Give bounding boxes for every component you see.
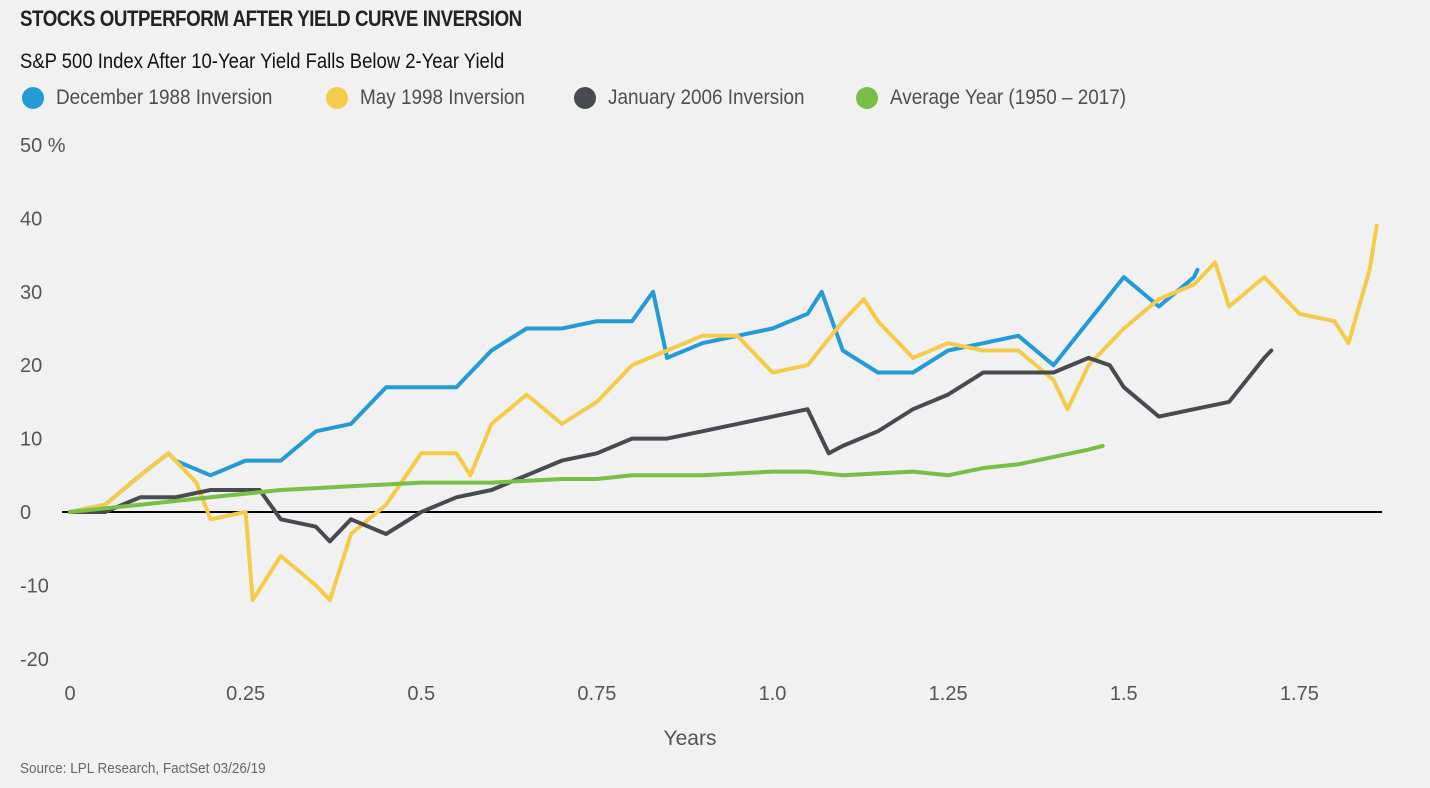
legend: December 1988 Inversion May 1998 Inversi… [22,86,1182,110]
legend-dot-icon [326,87,349,109]
y-tick-label: 20 [20,355,42,377]
chart-title: STOCKS OUTPERFORM AFTER YIELD CURVE INVE… [20,6,522,31]
y-tick-label: 40 [20,208,42,230]
y-tick-label: 50 % [20,135,66,157]
y-tick-label: -10 [20,575,49,597]
y-tick-label: 10 [20,429,42,451]
chart-subtitle: S&P 500 Index After 10-Year Yield Falls … [20,50,505,73]
y-tick-label: 30 [20,282,42,304]
legend-dot-icon [573,87,596,109]
x-tick-label: 1.5 [1110,683,1138,705]
x-axis-ticks: 0 0.25 0.5 0.75 1.0 1.25 1.5 1.75 [64,683,1318,705]
legend-dot-icon [22,87,44,109]
y-axis-ticks: 50 % 40 30 20 10 0 -10 -20 [20,135,66,671]
legend-label: May 1998 Inversion [360,86,526,109]
x-tick-label: 0 [64,683,75,705]
legend-item-jan-2006: January 2006 Inversion [573,86,826,110]
y-tick-label: 0 [20,502,31,524]
legend-dot-icon [856,87,879,109]
x-tick-label: 0.5 [407,683,435,705]
x-tick-label: 1.0 [759,683,787,705]
x-tick-label: 1.75 [1280,683,1319,705]
x-tick-label: 1.25 [929,683,968,705]
legend-label: Average Year (1950 – 2017) [890,86,1127,109]
x-tick-label: 0.25 [226,683,265,705]
x-tick-label: 0.75 [577,683,616,705]
legend-label: December 1988 Inversion [56,86,273,109]
series-lines [68,223,1379,603]
legend-label: January 2006 Inversion [607,86,805,109]
y-tick-label: -20 [20,649,49,671]
legend-item-dec-1988: December 1988 Inversion [22,86,296,110]
series-line-0 [68,267,1200,514]
x-axis-label: Years [664,727,717,750]
series-line-1 [68,223,1379,603]
legend-item-average-year: Average Year (1950 – 2017) [856,86,1152,110]
series-line-3 [68,443,1105,514]
legend-item-may-1998: May 1998 Inversion [326,86,543,110]
series-line-2 [68,348,1274,544]
source-note: Source: LPL Research, FactSet 03/26/19 [20,760,266,777]
